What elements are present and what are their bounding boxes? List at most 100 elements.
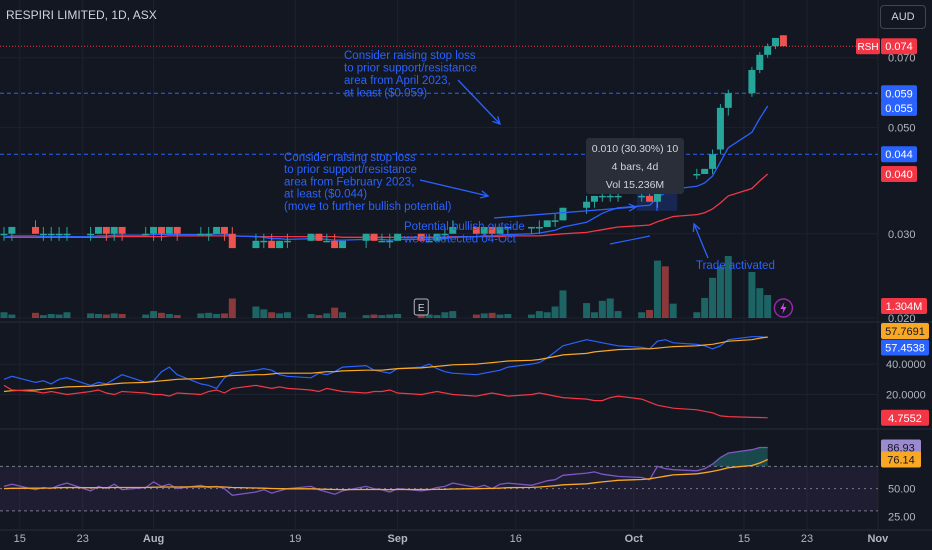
candle-body (370, 233, 378, 241)
x-tick-label: 15 (738, 533, 750, 545)
annotation-text: week detected 04-Oct (403, 234, 517, 246)
adx-tag-bg (881, 409, 929, 426)
candle-body (583, 201, 591, 208)
volume-bar (653, 260, 661, 318)
candle-body (87, 233, 95, 236)
x-tick-label: 19 (289, 533, 301, 545)
volume-bar (480, 313, 488, 318)
grid (0, 0, 932, 531)
candle-body (386, 240, 394, 243)
axes: 15 23 Aug 19 Sep 16 Oct 15 23 Nov 0.070 0.050 0.030 0… (14, 38, 929, 545)
x-tick-label: Nov (867, 533, 889, 545)
annotation-arrow (693, 223, 709, 259)
candle-body (110, 226, 118, 234)
volume-bar (583, 303, 591, 318)
annotation-text: Trade activated (696, 260, 775, 272)
volume-bar (614, 311, 622, 318)
currency-button[interactable]: AUD (880, 5, 926, 29)
price-tag-bg (881, 166, 917, 182)
rsi-tag-bg (881, 439, 921, 456)
candle-body (323, 240, 331, 243)
candle-body (606, 195, 614, 198)
volume-bar (63, 312, 71, 318)
price-tick-label: 0.070 (888, 53, 916, 65)
volume-bar (142, 314, 150, 318)
candle-body (480, 226, 488, 234)
adx-line-adx (3, 336, 768, 393)
volume-bar (638, 312, 646, 318)
price-tick-label: 0.020 (888, 313, 916, 325)
volume-bar (323, 313, 331, 318)
annotation-arrow (493, 206, 637, 219)
volume-bar (213, 313, 221, 318)
candle-body (394, 233, 402, 241)
candle-body (449, 226, 457, 234)
annotation-text: Consider raising stop loss (344, 50, 476, 62)
volume-bar (716, 266, 724, 318)
candle-body (268, 240, 276, 249)
volume-bar (283, 312, 291, 318)
candle-body (764, 46, 772, 55)
annotation-arrowhead (628, 203, 638, 212)
volume-bar (370, 314, 378, 318)
annotation-text: area from February 2023, (284, 176, 414, 188)
candle-body (441, 233, 449, 236)
volume-bar (646, 309, 654, 318)
volume-bar (488, 312, 496, 318)
candle-body (307, 233, 315, 241)
annotation-arrowhead (492, 116, 501, 126)
volume-bar (268, 312, 276, 318)
volume-bar (39, 315, 47, 318)
volume-bar (701, 297, 709, 318)
candle-body (173, 226, 181, 234)
measure-tooltip-text: 4 bars, 4d (612, 161, 659, 173)
volume-bar (173, 315, 181, 318)
candle-body (205, 233, 213, 236)
candle-body (559, 207, 567, 221)
annotation-text: Potential bullish outside (404, 221, 525, 233)
price-tag-bg (881, 38, 917, 55)
annotation-text: to prior support/resistance (284, 164, 417, 176)
candle-body (527, 226, 535, 229)
measure-tooltip-text: 0.010 (30.30%) 10 (592, 143, 679, 155)
candle-body (417, 233, 425, 241)
volume-bar (150, 311, 158, 318)
candle-body (31, 226, 39, 234)
volume-bar (724, 256, 732, 318)
candle-body (535, 226, 543, 229)
candle-body (638, 195, 646, 198)
candle-body (748, 69, 756, 94)
rsi-panel[interactable] (0, 446, 878, 512)
price-tick-label: 0.050 (888, 123, 916, 135)
candle-body (8, 226, 16, 234)
volume-bar (8, 314, 16, 318)
rsi-tag: 76.14 (887, 455, 915, 467)
volume-bar (197, 313, 205, 318)
volume-bar (102, 314, 110, 318)
price-tag: 0.044 (885, 149, 913, 161)
adx-tag-bg (881, 323, 929, 340)
volume-bar (31, 312, 39, 318)
adx-panel[interactable] (3, 336, 768, 419)
volume-bar (441, 312, 449, 318)
candle-body (716, 107, 724, 150)
volume-bar (472, 314, 480, 318)
candle-body (252, 240, 260, 249)
rsi-tick-label: 50.00 (888, 484, 916, 496)
volume-bar (417, 315, 425, 318)
price-tag-bg (881, 99, 917, 116)
rsi-overbought-fill (712, 447, 768, 467)
volume-bar (598, 300, 606, 318)
candle-body (213, 226, 221, 234)
price-panel[interactable]: E (0, 35, 878, 318)
candle-body (488, 226, 496, 234)
symbol-title: RESPIRI LIMITED, 1D, ASX (6, 8, 157, 22)
volume-bar (118, 313, 126, 318)
symbol-tag-label: RSH (857, 42, 878, 53)
volume-bar (47, 313, 55, 318)
volume-bar (756, 288, 764, 318)
volume-bar (331, 307, 339, 318)
volume-bar (764, 295, 772, 318)
